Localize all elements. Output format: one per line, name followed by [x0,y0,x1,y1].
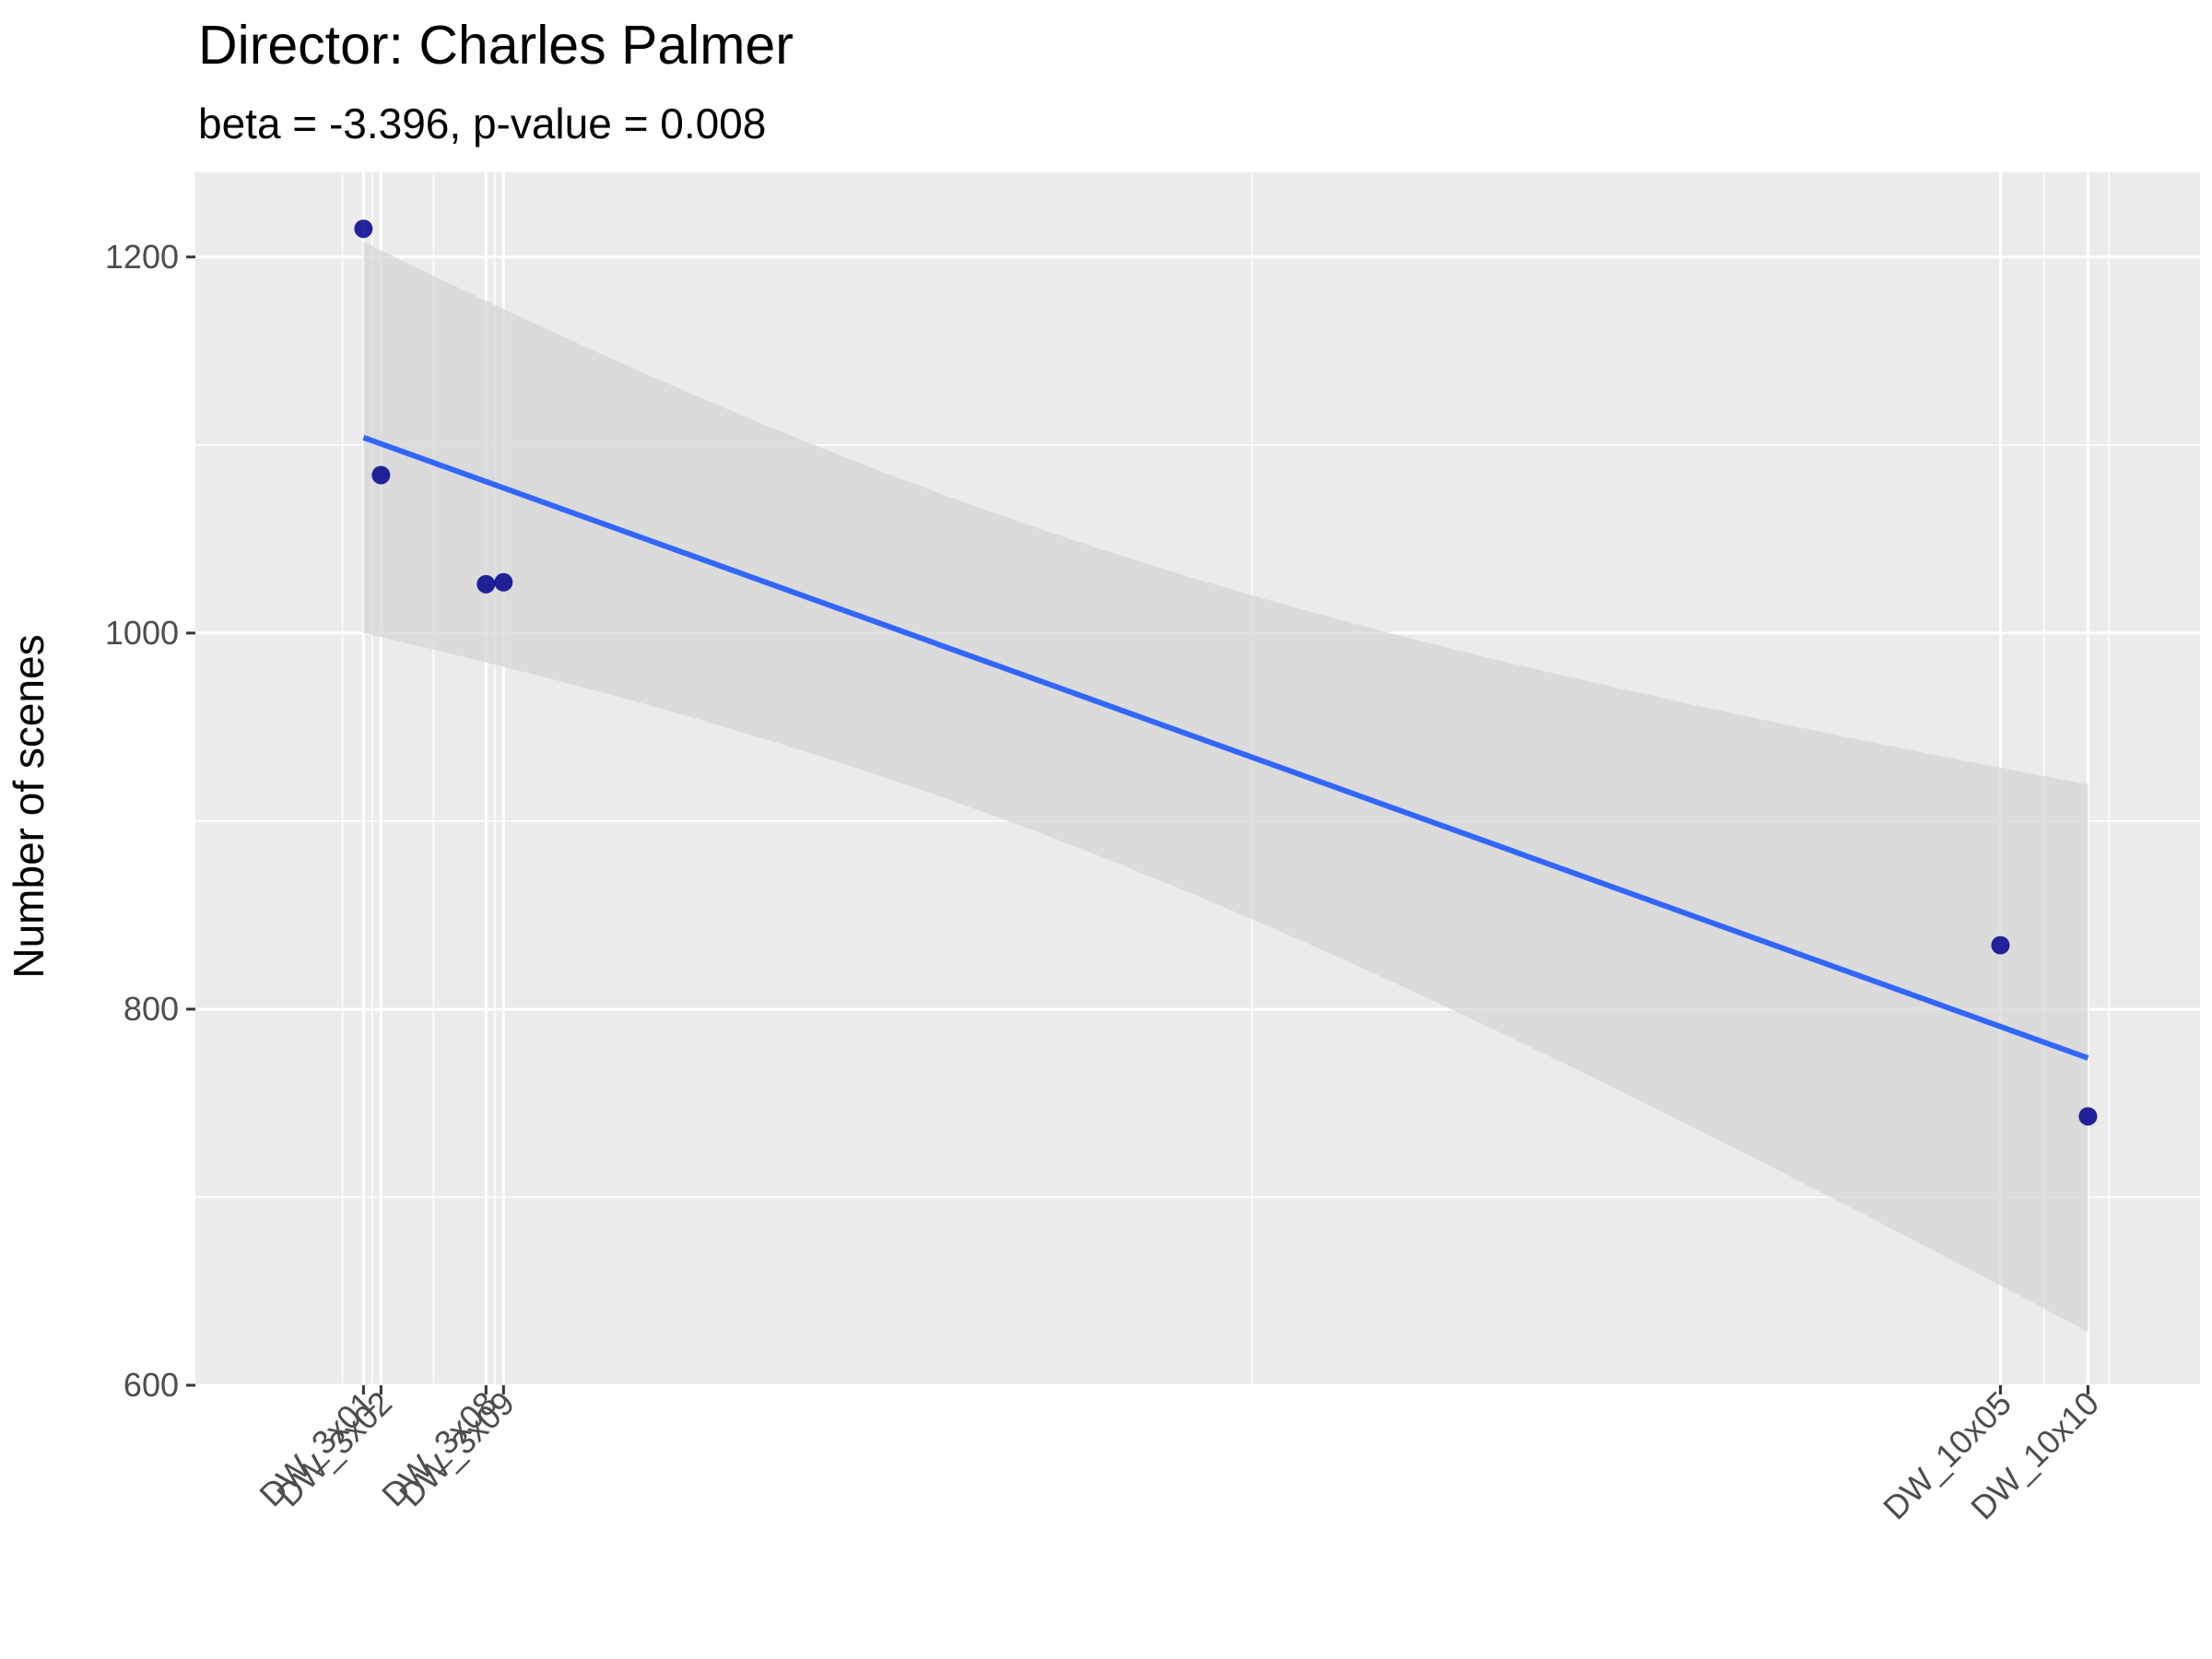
y-tick-label: 800 [124,990,179,1028]
data-point [1991,935,2010,955]
data-point [494,572,513,592]
data-point [2078,1107,2098,1126]
data-points [354,219,2098,1126]
y-axis-label: Number of scenes [5,634,53,978]
chart-title: Director: Charles Palmer [198,15,794,76]
data-point [371,465,391,485]
data-point [354,219,373,239]
y-tick-label: 600 [124,1366,179,1404]
data-point [477,574,496,594]
regression-line [362,434,2089,1061]
y-tick-label: 1200 [105,238,179,276]
y-tick-label: 1000 [105,614,179,652]
confidence-band [363,241,2088,1332]
y-axis: 600 800 1000 1200 [105,238,195,1404]
chart-subtitle: beta = -3.396, p-value = 0.008 [198,100,766,147]
